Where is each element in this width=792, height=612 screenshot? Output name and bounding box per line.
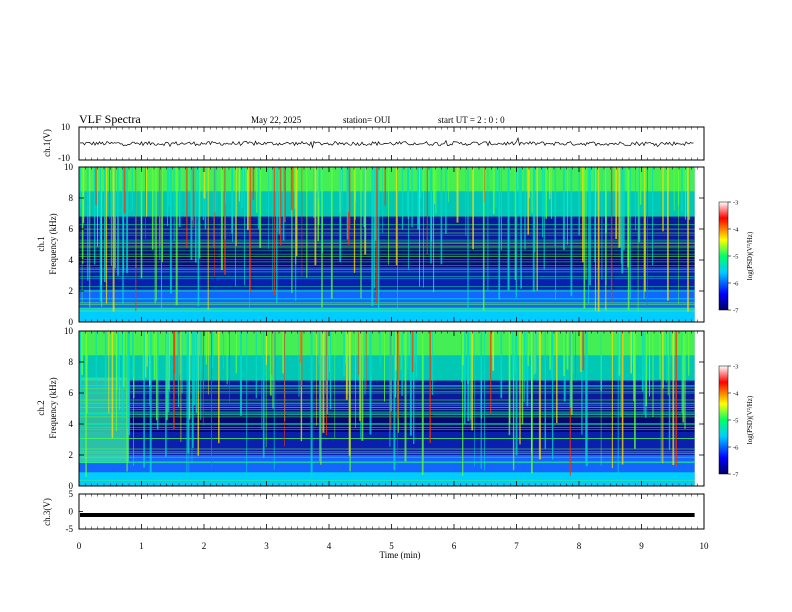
station-label: station= OUI xyxy=(343,115,390,125)
spectrogram-band xyxy=(79,291,695,309)
y-tick-label: 2 xyxy=(69,450,74,460)
colorbar-tick-label: -4 xyxy=(733,391,739,398)
ch3-waveform-panel: ch.3(V) xyxy=(42,493,705,530)
spectrogram-band xyxy=(79,431,695,455)
x-tick-label: 7 xyxy=(514,541,519,551)
y-tick-label: 8 xyxy=(69,193,74,203)
spectrogram-band xyxy=(79,455,695,473)
ch2-colorbar-label: log(PSD)(V²/Hz) xyxy=(746,395,754,444)
colorbar-tick-label: -3 xyxy=(733,364,738,371)
y-tick-label: 10 xyxy=(64,162,74,172)
y-tick-label: 8 xyxy=(69,357,74,367)
x-tick-label: 5 xyxy=(389,541,394,551)
x-tick-label: 2 xyxy=(202,541,207,551)
y-tick-label: 4 xyxy=(69,255,74,265)
spectrogram-band xyxy=(79,355,695,381)
x-tick-label: 4 xyxy=(327,541,332,551)
ch1-colorbar xyxy=(718,201,729,311)
ch1-ytick-bottom: -10 xyxy=(58,153,70,163)
colorbar-tick-label: -3 xyxy=(733,200,738,207)
ch1-ytick-top: 10 xyxy=(61,122,71,132)
spectrogram-band xyxy=(79,380,695,409)
ch3-waveform-frame xyxy=(78,493,705,530)
colorbar-tick-label: -6 xyxy=(733,281,739,288)
spectrogram-band xyxy=(79,331,695,356)
ch2-ylabel-frequency: Frequency (kHz) xyxy=(48,377,58,438)
y-tick-label: 6 xyxy=(69,388,74,398)
start-time-label: start UT = 2 : 0 : 0 xyxy=(438,115,505,125)
ch2-spectrogram-panel: ch.2 Frequency (kHz) log(PSD)(V²/Hz) xyxy=(36,330,754,487)
date-label: May 22, 2025 xyxy=(251,115,302,125)
colorbar-tick-label: -7 xyxy=(733,472,739,479)
colorbar-tick-label: -5 xyxy=(733,418,738,425)
ch1-colorbar-label: log(PSD)(V²/Hz) xyxy=(746,231,754,280)
ch2-ylabel-channel: ch.2 xyxy=(36,400,46,415)
colorbar-tick-label: -4 xyxy=(733,227,739,234)
figure-title: VLF Spectra xyxy=(79,112,141,126)
y-tick-label: 10 xyxy=(64,326,74,336)
y-tick-label: 0 xyxy=(69,481,74,491)
ch1-spectrogram-panel: ch.1 Frequency (kHz) log(PSD)(V²/Hz) xyxy=(36,166,754,323)
colorbar-tick-label: -6 xyxy=(733,445,739,452)
ch1-waveform-ylabel: ch.1(V) xyxy=(42,129,52,157)
y-tick-label: -5 xyxy=(66,524,74,534)
y-tick-label: 5 xyxy=(69,489,74,499)
y-tick-label: 0 xyxy=(69,317,74,327)
spectrogram-band xyxy=(79,472,695,486)
x-tick-label: 6 xyxy=(452,541,457,551)
ch2-colorbar xyxy=(718,365,729,475)
spectrogram-band xyxy=(79,167,695,192)
ch1-ylabel-frequency: Frequency (kHz) xyxy=(48,213,58,274)
x-tick-label: 8 xyxy=(577,541,582,551)
y-tick-label: 6 xyxy=(69,224,74,234)
x-tick-label: 10 xyxy=(700,541,710,551)
x-tick-label: 9 xyxy=(639,541,644,551)
spectrogram-band xyxy=(79,191,695,217)
spectrogram-band xyxy=(79,267,695,291)
ch3-waveform-ylabel: ch.3(V) xyxy=(42,498,52,526)
ch1-ylabel-channel: ch.1 xyxy=(36,236,46,251)
x-tick-label: 3 xyxy=(264,541,269,551)
colorbar-tick-label: -5 xyxy=(733,254,738,261)
y-tick-label: 2 xyxy=(69,286,74,296)
y-tick-label: 4 xyxy=(69,419,74,429)
ch1-waveform-trace xyxy=(79,136,694,149)
ch2-spectrogram-image xyxy=(78,331,695,486)
x-tick-labels: 0 1 2 3 4 5 6 7 8 9 10 xyxy=(77,541,709,551)
spectrogram-band xyxy=(79,308,695,322)
x-axis-label: Time (min) xyxy=(380,550,421,560)
x-tick-label: 0 xyxy=(77,541,82,551)
y-tick-label: 0 xyxy=(69,507,74,517)
ch1-spectrogram-image xyxy=(79,167,695,322)
x-tick-label: 1 xyxy=(139,541,144,551)
colorbar-tick-label: -7 xyxy=(733,308,739,315)
